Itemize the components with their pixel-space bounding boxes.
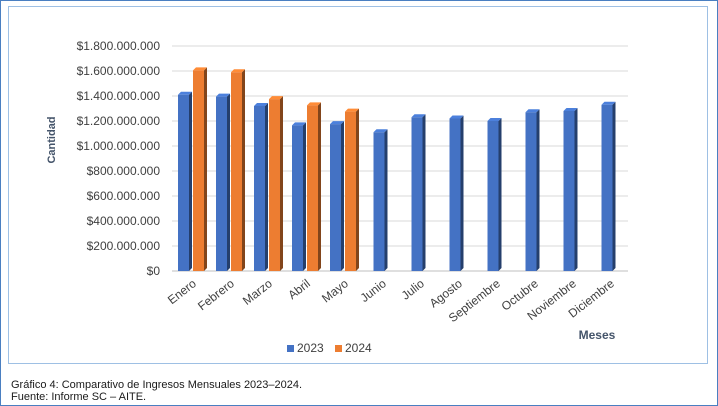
x-tick-label: Marzo [240, 276, 275, 308]
y-tick-label: $1.800.000.000 [77, 39, 161, 53]
y-axis-ticks: $0 $200.000.000 $400.000.000 $600.000.000 $8… [77, 39, 161, 278]
bars [178, 67, 616, 271]
caption-source: Fuente: Informe SC – AITE. [11, 391, 147, 403]
x-axis-label: Meses [579, 328, 616, 342]
x-tick-label: Abril [285, 276, 313, 302]
legend-item-2023: 2023 [287, 341, 324, 355]
bar-2023-abril [292, 122, 306, 271]
bar-2023-julio [411, 114, 426, 271]
bar-2023-febrero [216, 93, 230, 271]
y-axis-label: Cantidad [46, 116, 58, 163]
bar-2023-enero [178, 91, 192, 271]
bar-2024-marzo [269, 96, 283, 271]
bar-2023-octubre [525, 109, 540, 271]
y-tick-label: $0 [147, 264, 161, 278]
x-tick-label: Junio [358, 276, 389, 305]
y-tick-label: $200.000.000 [87, 239, 161, 253]
bar-2023-marzo [254, 103, 268, 271]
legend: 2023 2024 [287, 341, 372, 355]
legend-item-2024: 2024 [335, 341, 372, 355]
bar-2023-noviembre [563, 108, 578, 271]
gridlines [172, 45, 628, 272]
y-tick-label: $800.000.000 [87, 164, 161, 178]
y-tick-label: $600.000.000 [87, 189, 161, 203]
x-tick-label: Febrero [195, 276, 237, 313]
bar-2024-abril [307, 102, 321, 271]
chart-area [8, 6, 708, 364]
bar-2023-agosto [449, 115, 464, 271]
y-tick-label: $400.000.000 [87, 214, 161, 228]
y-tick-label: $1.200.000.000 [77, 114, 161, 128]
legend-swatch [335, 345, 342, 352]
x-tick-label: Mayo [319, 276, 351, 305]
y-tick-label: $1.400.000.000 [77, 89, 161, 103]
legend-label: 2023 [297, 341, 324, 355]
bar-2023-junio [373, 129, 388, 271]
x-tick-label: Julio [399, 276, 427, 302]
figure-caption: Gráfico 4: Comparativo de Ingresos Mensu… [11, 379, 302, 403]
legend-label: 2024 [345, 341, 372, 355]
bar-2023-diciembre [601, 101, 616, 271]
caption-title: Gráfico 4: Comparativo de Ingresos Mensu… [11, 379, 303, 391]
bar-2023-septiembre [487, 118, 502, 271]
x-tick-label: Enero [165, 276, 199, 307]
bar-2024-mayo [345, 108, 359, 271]
legend-swatch [287, 345, 294, 352]
y-tick-label: $1.000.000.000 [77, 139, 161, 153]
bar-2024-febrero [231, 69, 245, 271]
y-tick-label: $1.600.000.000 [77, 64, 161, 78]
bar-2024-enero [193, 67, 207, 271]
bar-2023-mayo [330, 121, 344, 271]
